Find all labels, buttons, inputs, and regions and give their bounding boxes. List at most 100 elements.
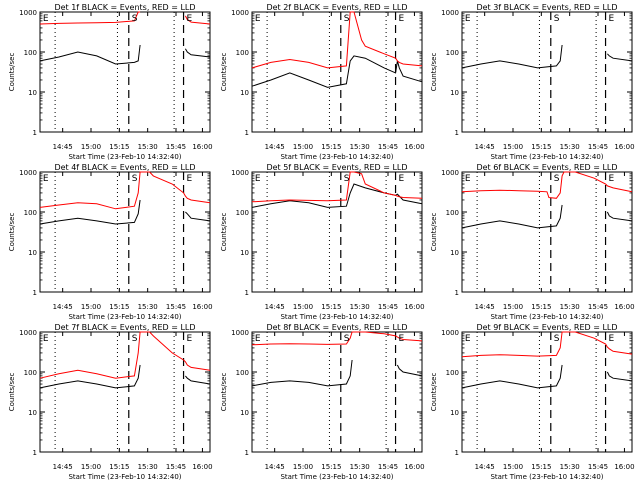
x-tick-label: 14:45 xyxy=(265,463,285,471)
y-tick-label: 1000 xyxy=(19,9,37,17)
interval-marker-label: E xyxy=(465,334,471,344)
x-axis-label: Start Time (23-Feb-10 14:32:40) xyxy=(68,313,181,321)
y-tick-label: 10 xyxy=(450,249,459,257)
lld-series-line xyxy=(39,11,211,25)
events-series-line xyxy=(461,204,633,229)
y-tick-label: 100 xyxy=(236,369,249,377)
plot-frame xyxy=(251,11,423,133)
x-tick-label: 14:45 xyxy=(265,303,285,311)
subplot-title: Det 1f BLACK = Events, RED = LLD xyxy=(54,3,195,12)
y-tick-label: 1000 xyxy=(441,169,459,177)
y-tick-label: 1 xyxy=(455,289,459,297)
plot-frame xyxy=(461,171,633,293)
y-axis-label: Counts/sec xyxy=(430,53,438,92)
x-tick-label: 16:00 xyxy=(404,143,424,151)
x-tick-label: 15:45 xyxy=(378,463,398,471)
y-axis-label: Counts/sec xyxy=(8,373,16,412)
x-tick-label: 16:00 xyxy=(404,463,424,471)
interval-marker-label: E xyxy=(609,334,615,344)
x-tick-label: 15:00 xyxy=(81,303,101,311)
y-tick-label: 1000 xyxy=(441,9,459,17)
y-tick-label: 1000 xyxy=(231,329,249,337)
x-tick-label: 15:45 xyxy=(588,463,608,471)
x-tick-label: 15:00 xyxy=(503,143,523,151)
events-series-line xyxy=(39,364,211,389)
x-tick-label: 15:30 xyxy=(138,463,158,471)
events-series-line xyxy=(251,55,423,88)
y-tick-label: 1 xyxy=(245,129,249,137)
events-series-line xyxy=(461,44,633,69)
y-tick-label: 1 xyxy=(245,289,249,297)
subplot-title: Det 9f BLACK = Events, RED = LLD xyxy=(476,323,617,332)
interval-marker-label: S xyxy=(344,14,350,24)
y-tick-label: 100 xyxy=(446,369,459,377)
x-tick-label: 15:00 xyxy=(503,303,523,311)
x-tick-label: 15:30 xyxy=(560,143,580,151)
x-tick-label: 15:45 xyxy=(378,303,398,311)
interval-marker-label: E xyxy=(43,14,49,24)
events-series-line xyxy=(251,359,423,387)
x-tick-label: 15:15 xyxy=(109,303,129,311)
interval-marker-label: E xyxy=(43,174,49,184)
y-tick-label: 1000 xyxy=(19,169,37,177)
interval-marker-label: S xyxy=(344,334,350,344)
plot-frame xyxy=(39,331,211,453)
x-tick-label: 15:00 xyxy=(293,303,313,311)
x-tick-label: 15:45 xyxy=(588,143,608,151)
x-tick-label: 15:30 xyxy=(350,463,370,471)
x-tick-label: 15:45 xyxy=(588,303,608,311)
y-tick-label: 10 xyxy=(450,409,459,417)
subplot-1: Det 1f BLACK = Events, RED = LLD 1 10 100 10… xyxy=(8,3,213,161)
x-tick-label: 15:45 xyxy=(166,303,186,311)
x-tick-label: 15:00 xyxy=(503,463,523,471)
x-tick-label: 15:15 xyxy=(109,143,129,151)
interval-marker-label: E xyxy=(399,174,405,184)
x-tick-label: 15:00 xyxy=(293,463,313,471)
interval-marker-label: E xyxy=(465,174,471,184)
interval-marker-label: E xyxy=(609,14,615,24)
x-tick-label: 15:15 xyxy=(531,463,551,471)
interval-marker-label: E xyxy=(255,14,261,24)
interval-marker-label: E xyxy=(255,174,261,184)
y-tick-label: 1000 xyxy=(231,169,249,177)
x-tick-label: 15:30 xyxy=(350,303,370,311)
plot-frame xyxy=(461,331,633,453)
x-axis-label: Start Time (23-Feb-10 14:32:40) xyxy=(280,473,393,480)
x-tick-label: 15:00 xyxy=(81,463,101,471)
x-axis-label: Start Time (23-Feb-10 14:32:40) xyxy=(280,313,393,321)
y-tick-label: 1 xyxy=(455,129,459,137)
y-tick-label: 1 xyxy=(33,129,37,137)
plot-frame xyxy=(39,171,211,293)
y-tick-label: 1 xyxy=(455,449,459,457)
interval-marker-label: E xyxy=(187,14,193,24)
y-tick-label: 1 xyxy=(33,449,37,457)
y-tick-label: 100 xyxy=(24,209,37,217)
y-tick-label: 10 xyxy=(240,89,249,97)
lld-series-line xyxy=(39,171,211,210)
y-tick-label: 100 xyxy=(24,49,37,57)
x-tick-label: 15:45 xyxy=(166,143,186,151)
lld-series-line xyxy=(461,331,633,358)
interval-marker-label: S xyxy=(132,174,138,184)
x-axis-label: Start Time (23-Feb-10 14:32:40) xyxy=(68,473,181,480)
x-tick-label: 15:30 xyxy=(560,303,580,311)
y-tick-label: 10 xyxy=(240,249,249,257)
x-tick-label: 15:45 xyxy=(378,143,398,151)
interval-marker-label: S xyxy=(554,174,560,184)
interval-marker-label: E xyxy=(609,174,615,184)
y-tick-label: 100 xyxy=(446,209,459,217)
y-axis-label: Counts/sec xyxy=(430,213,438,252)
x-axis-label: Start Time (23-Feb-10 14:32:40) xyxy=(490,473,603,480)
lld-series-line xyxy=(461,171,633,199)
x-tick-label: 14:45 xyxy=(475,143,495,151)
y-tick-label: 100 xyxy=(236,209,249,217)
interval-marker-label: E xyxy=(187,334,193,344)
x-tick-label: 14:45 xyxy=(53,463,73,471)
subplot-3: Det 3f BLACK = Events, RED = LLD 1 10 100 10… xyxy=(430,3,635,161)
y-tick-label: 1 xyxy=(245,449,249,457)
y-tick-label: 1000 xyxy=(231,9,249,17)
lld-series-line xyxy=(251,331,423,346)
y-axis-label: Counts/sec xyxy=(220,53,228,92)
subplot-7: Det 7f BLACK = Events, RED = LLD 1 10 100 10… xyxy=(8,323,213,480)
